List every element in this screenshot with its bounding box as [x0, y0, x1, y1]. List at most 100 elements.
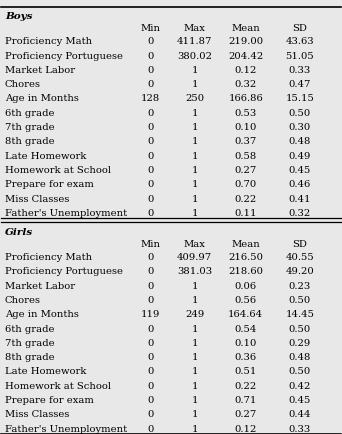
Text: 40.55: 40.55 [286, 253, 314, 261]
Text: Proficiency Portuguese: Proficiency Portuguese [5, 52, 123, 60]
Text: 1: 1 [192, 208, 198, 217]
Text: 6th grade: 6th grade [5, 324, 54, 333]
Text: 1: 1 [192, 281, 198, 290]
Text: 164.64: 164.64 [228, 309, 263, 319]
Text: 0.22: 0.22 [235, 381, 257, 390]
Text: 0.11: 0.11 [234, 208, 257, 217]
Text: Late Homework: Late Homework [5, 151, 86, 160]
Text: 0.27: 0.27 [235, 166, 257, 174]
Text: 0: 0 [147, 281, 154, 290]
Text: 0: 0 [147, 37, 154, 46]
Text: Proficiency Portuguese: Proficiency Portuguese [5, 266, 123, 276]
Text: 0.22: 0.22 [235, 194, 257, 203]
Text: 0.10: 0.10 [235, 123, 257, 132]
Text: 0.45: 0.45 [289, 166, 311, 174]
Text: 0.42: 0.42 [289, 381, 311, 390]
Text: 0: 0 [147, 352, 154, 361]
Text: 0.54: 0.54 [235, 324, 257, 333]
Text: 0.41: 0.41 [289, 194, 311, 203]
Text: 0.71: 0.71 [235, 395, 257, 404]
Text: 0: 0 [147, 295, 154, 304]
Text: Proficiency Math: Proficiency Math [5, 253, 92, 261]
Text: 0.50: 0.50 [289, 295, 311, 304]
Text: 128: 128 [141, 94, 160, 103]
Text: 0.37: 0.37 [235, 137, 257, 146]
Text: 0: 0 [147, 324, 154, 333]
Text: 0.06: 0.06 [235, 281, 257, 290]
Text: 381.03: 381.03 [177, 266, 212, 276]
Text: 0: 0 [147, 108, 154, 118]
Text: Chores: Chores [5, 295, 41, 304]
Text: 0: 0 [147, 80, 154, 89]
Text: SD: SD [292, 24, 307, 33]
Text: 1: 1 [192, 352, 198, 361]
Text: 1: 1 [192, 324, 198, 333]
Text: 0.56: 0.56 [235, 295, 257, 304]
Text: 0: 0 [147, 180, 154, 189]
Text: Homework at School: Homework at School [5, 166, 111, 174]
Text: Prepare for exam: Prepare for exam [5, 395, 94, 404]
Text: Chores: Chores [5, 80, 41, 89]
Text: 1: 1 [192, 424, 198, 433]
Text: 0.70: 0.70 [235, 180, 257, 189]
Text: Age in Months: Age in Months [5, 309, 79, 319]
Text: 0.27: 0.27 [235, 409, 257, 418]
Text: 1: 1 [192, 381, 198, 390]
Text: 14.45: 14.45 [286, 309, 314, 319]
Text: SD: SD [292, 239, 307, 248]
Text: 43.63: 43.63 [286, 37, 314, 46]
Text: 218.60: 218.60 [228, 266, 263, 276]
Text: 0.12: 0.12 [235, 66, 257, 75]
Text: Boys: Boys [5, 12, 32, 21]
Text: 0: 0 [147, 395, 154, 404]
Text: 0.30: 0.30 [289, 123, 311, 132]
Text: 6th grade: 6th grade [5, 108, 54, 118]
Text: 0: 0 [147, 123, 154, 132]
Text: 8th grade: 8th grade [5, 137, 54, 146]
Text: 1: 1 [192, 395, 198, 404]
Text: 0.46: 0.46 [289, 180, 311, 189]
Text: 1: 1 [192, 338, 198, 347]
Text: Father's Unemployment: Father's Unemployment [5, 208, 127, 217]
Text: 0: 0 [147, 424, 154, 433]
Text: 219.00: 219.00 [228, 37, 263, 46]
Text: 409.97: 409.97 [177, 253, 212, 261]
Text: 0: 0 [147, 166, 154, 174]
Text: 51.05: 51.05 [286, 52, 314, 60]
Text: 0.50: 0.50 [289, 108, 311, 118]
Text: 8th grade: 8th grade [5, 352, 54, 361]
Text: 0.49: 0.49 [289, 151, 311, 160]
Text: 1: 1 [192, 123, 198, 132]
Text: 1: 1 [192, 151, 198, 160]
Text: 1: 1 [192, 194, 198, 203]
Text: Miss Classes: Miss Classes [5, 409, 69, 418]
Text: Mean: Mean [231, 239, 260, 248]
Text: 0.33: 0.33 [289, 424, 311, 433]
Text: Mean: Mean [231, 24, 260, 33]
Text: Late Homework: Late Homework [5, 367, 86, 375]
Text: Market Labor: Market Labor [5, 281, 75, 290]
Text: 0: 0 [147, 266, 154, 276]
Text: 249: 249 [185, 309, 205, 319]
Text: 1: 1 [192, 295, 198, 304]
Text: 7th grade: 7th grade [5, 338, 54, 347]
Text: 0: 0 [147, 208, 154, 217]
Text: Min: Min [141, 24, 161, 33]
Text: Prepare for exam: Prepare for exam [5, 180, 94, 189]
Text: 0.32: 0.32 [289, 208, 311, 217]
Text: 0: 0 [147, 194, 154, 203]
Text: 216.50: 216.50 [228, 253, 263, 261]
Text: 0.50: 0.50 [289, 324, 311, 333]
Text: 0: 0 [147, 367, 154, 375]
Text: 0.45: 0.45 [289, 395, 311, 404]
Text: Miss Classes: Miss Classes [5, 194, 69, 203]
Text: 1: 1 [192, 137, 198, 146]
Text: Max: Max [184, 24, 206, 33]
Text: 0: 0 [147, 52, 154, 60]
Text: 0.58: 0.58 [235, 151, 257, 160]
Text: 7th grade: 7th grade [5, 123, 54, 132]
Text: 0.10: 0.10 [235, 338, 257, 347]
Text: 15.15: 15.15 [286, 94, 314, 103]
Text: 0: 0 [147, 66, 154, 75]
Text: 0.33: 0.33 [289, 66, 311, 75]
